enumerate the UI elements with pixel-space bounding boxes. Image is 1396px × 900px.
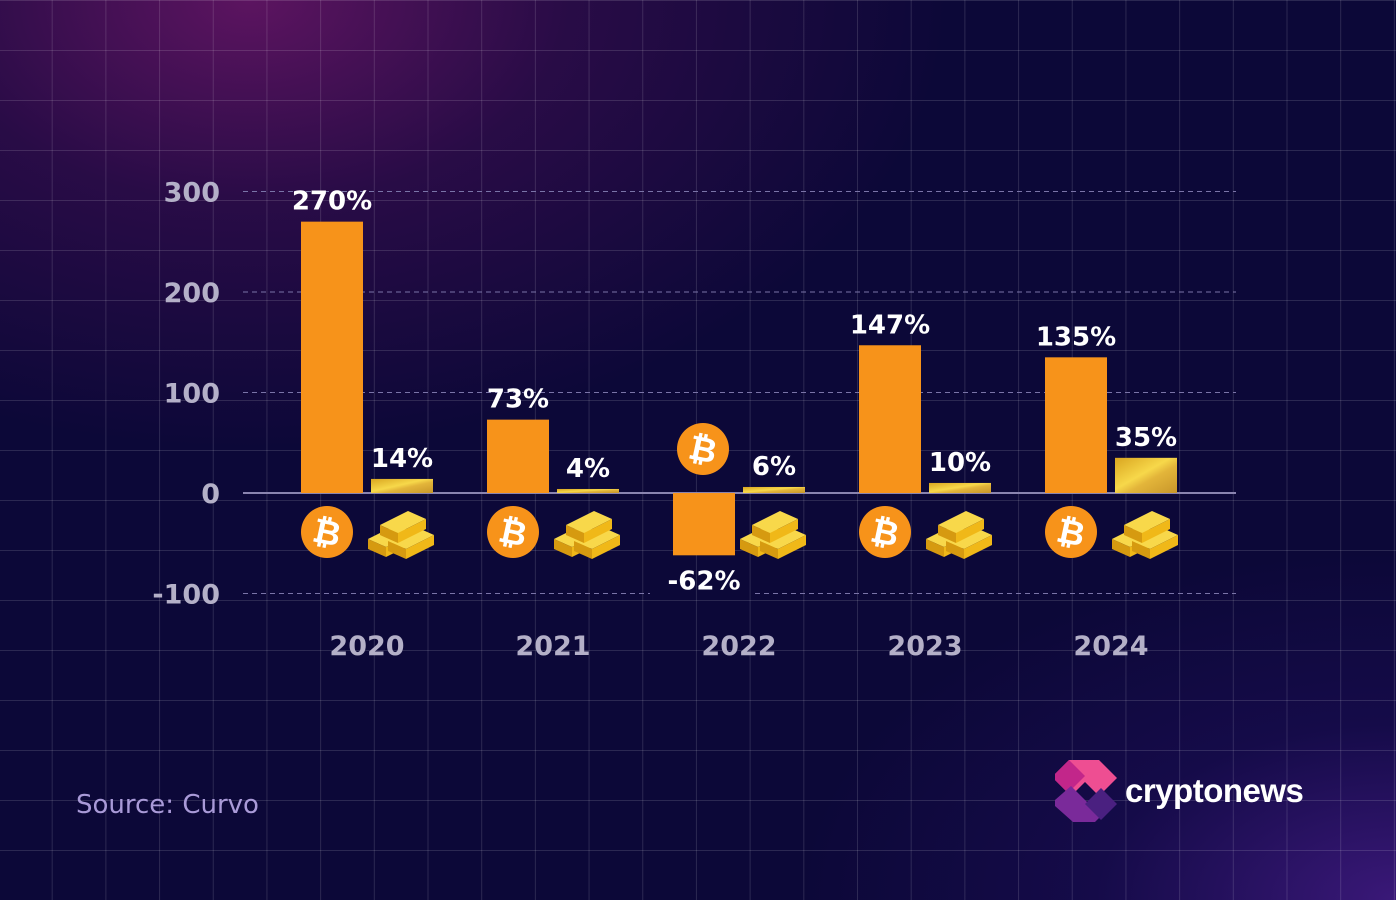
bitcoin-icon: ₿ bbox=[301, 506, 353, 558]
bar-bitcoin-2020 bbox=[301, 221, 363, 493]
source-note: Source: Curvo bbox=[76, 790, 259, 820]
x-tick-label: 2020 bbox=[329, 631, 404, 662]
cryptonews-logo: cryptonews bbox=[1055, 760, 1304, 822]
x-tick-label: 2022 bbox=[701, 631, 776, 662]
gold-bars-icon bbox=[926, 511, 992, 559]
bitcoin-icon: ₿ bbox=[677, 423, 729, 475]
gold-bars-icon bbox=[1112, 511, 1178, 559]
data-label-gold: 35% bbox=[1115, 423, 1177, 453]
data-label-bitcoin: 270% bbox=[292, 187, 372, 217]
data-label-gold: 4% bbox=[566, 454, 610, 484]
data-label-bitcoin: -62% bbox=[667, 566, 740, 596]
gold-bars-icon bbox=[554, 511, 620, 559]
cryptonews-logo-icon bbox=[1055, 760, 1117, 822]
gold-bars-icon bbox=[368, 511, 434, 559]
x-tick-label: 2024 bbox=[1073, 631, 1148, 662]
data-label-gold: 6% bbox=[752, 452, 796, 482]
y-tick-label: -100 bbox=[152, 580, 220, 611]
bar-gold-2023 bbox=[929, 482, 991, 493]
x-tick-label: 2021 bbox=[515, 631, 590, 662]
bitcoin-icon: ₿ bbox=[487, 506, 539, 558]
bar-bitcoin-2023 bbox=[859, 345, 921, 493]
data-label-bitcoin: 147% bbox=[850, 310, 930, 340]
y-tick-label: 300 bbox=[164, 178, 220, 209]
bitcoin-icon: ₿ bbox=[1045, 506, 1097, 558]
data-label-gold: 10% bbox=[929, 448, 991, 478]
bar-gold-2020 bbox=[371, 478, 433, 493]
data-label-bitcoin: 73% bbox=[487, 385, 549, 415]
gold-bars-icon bbox=[740, 511, 806, 559]
bitcoin-icon: ₿ bbox=[859, 506, 911, 558]
bar-bitcoin-2022 bbox=[673, 493, 735, 556]
data-label-gold: 14% bbox=[371, 444, 433, 474]
bar-gold-2021 bbox=[557, 488, 619, 493]
brand-name: cryptonews bbox=[1125, 772, 1304, 809]
y-tick-label: 0 bbox=[201, 479, 220, 510]
data-label-bitcoin: 135% bbox=[1036, 322, 1116, 352]
x-tick-label: 2023 bbox=[887, 631, 962, 662]
bar-bitcoin-2021 bbox=[487, 419, 549, 493]
bar-bitcoin-2024 bbox=[1045, 357, 1107, 493]
y-tick-label: 200 bbox=[164, 278, 220, 309]
y-tick-label: 100 bbox=[164, 379, 220, 410]
bar-gold-2024 bbox=[1115, 457, 1177, 493]
bar-gold-2022 bbox=[743, 486, 805, 493]
